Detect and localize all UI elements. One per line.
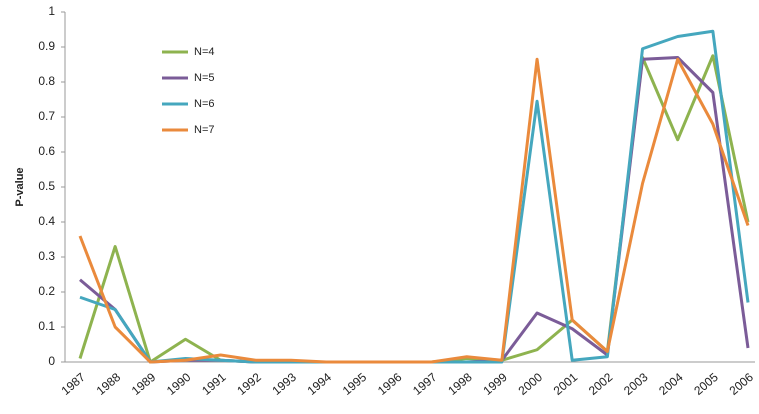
x-tick-label: 2002 [586, 370, 616, 398]
y-tick-label: 0.4 [38, 214, 55, 228]
x-tick-label: 1987 [59, 370, 89, 398]
y-tick-label: 0.1 [38, 319, 55, 333]
y-tick-label: 0.5 [38, 179, 55, 193]
legend-label: N=5 [194, 72, 215, 84]
x-tick-label: 1990 [164, 370, 194, 398]
x-tick-label: 2000 [516, 370, 546, 398]
x-tick-label: 1999 [480, 370, 510, 398]
x-tick-label: 1992 [234, 370, 264, 398]
x-tick-label: 1989 [129, 370, 159, 398]
x-tick-label: 2006 [727, 370, 757, 398]
y-axis-label: P-value [14, 167, 26, 206]
series-line [79, 29, 750, 364]
y-tick-label: 0.3 [38, 249, 55, 263]
y-tick-label: 1 [48, 4, 55, 18]
legend-label: N=4 [194, 46, 215, 58]
x-tick-label: 1997 [410, 370, 440, 398]
y-tick-label: 0 [48, 354, 55, 368]
x-tick-label: 2003 [621, 370, 651, 398]
y-tick-label: 0.9 [38, 39, 55, 53]
legend-label: N=7 [194, 124, 215, 136]
y-tick-label: 0.2 [38, 284, 55, 298]
x-tick-label: 2005 [691, 370, 721, 398]
x-tick-label: 1996 [375, 370, 405, 398]
x-tick-label: 2004 [656, 370, 686, 398]
y-tick-label: 0.6 [38, 144, 55, 158]
y-tick-label: 0.8 [38, 74, 55, 88]
series-line [78, 54, 750, 364]
series-line [78, 57, 750, 364]
x-tick-label: 1991 [199, 370, 229, 398]
x-tick-label: 1993 [269, 370, 299, 398]
x-tick-label: 1998 [445, 370, 475, 398]
y-tick-label: 0.7 [38, 109, 55, 123]
x-tick-label: 1994 [305, 370, 335, 398]
x-tick-label: 2001 [551, 370, 581, 398]
legend-label: N=6 [194, 98, 215, 110]
x-tick-label: 1995 [340, 370, 370, 398]
x-tick-label: 1988 [94, 370, 124, 398]
